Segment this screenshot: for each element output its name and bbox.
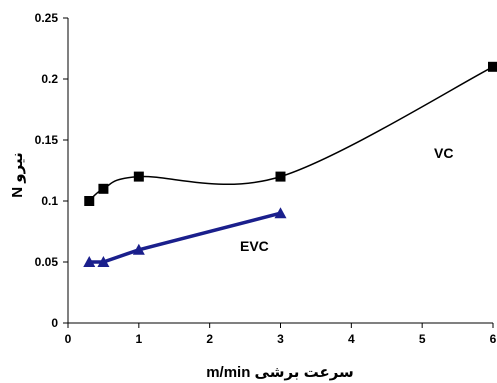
series-vc [84, 61, 497, 206]
x-tick-label: 1 [135, 332, 142, 346]
x-tick-label: 2 [206, 332, 213, 346]
data-point-vc [98, 183, 109, 194]
data-point-evc [274, 207, 287, 219]
data-point-vc [488, 61, 497, 72]
axes [67, 18, 493, 324]
y-tick-label: 0.15 [35, 133, 59, 147]
series-line-evc [89, 211, 281, 264]
series-line-vc [88, 66, 494, 202]
x-axis-title: سرعت برشی m/min [206, 364, 354, 381]
series-layer [83, 61, 497, 267]
y-tick-label: 0.1 [41, 194, 58, 208]
series-label-evc: EVC [240, 238, 269, 254]
x-tick-label: 4 [348, 332, 355, 346]
data-point-vc [84, 196, 95, 206]
series-label-vc: VC [434, 145, 453, 161]
x-tick-label: 0 [65, 332, 72, 346]
x-axis-ticks: 0 1 2 3 4 5 6 [65, 323, 497, 346]
x-tick-label: 5 [419, 332, 426, 346]
y-axis-title: نیرو N [9, 152, 26, 197]
y-tick-label: 0.25 [35, 11, 59, 25]
y-tick-label: 0.2 [41, 72, 58, 86]
y-axis-ticks: 0 0.05 0.1 0.15 0.2 0.25 [35, 11, 68, 330]
series-evc [83, 207, 287, 267]
x-tick-label: 3 [277, 332, 284, 346]
data-point-evc [83, 256, 96, 267]
data-point-vc [133, 171, 144, 182]
data-point-evc [132, 243, 145, 255]
data-point-evc [97, 256, 110, 267]
y-tick-label: 0.05 [35, 255, 59, 269]
y-tick-label: 0 [51, 316, 58, 330]
x-tick-label: 6 [490, 332, 497, 346]
data-point-vc [275, 171, 286, 182]
